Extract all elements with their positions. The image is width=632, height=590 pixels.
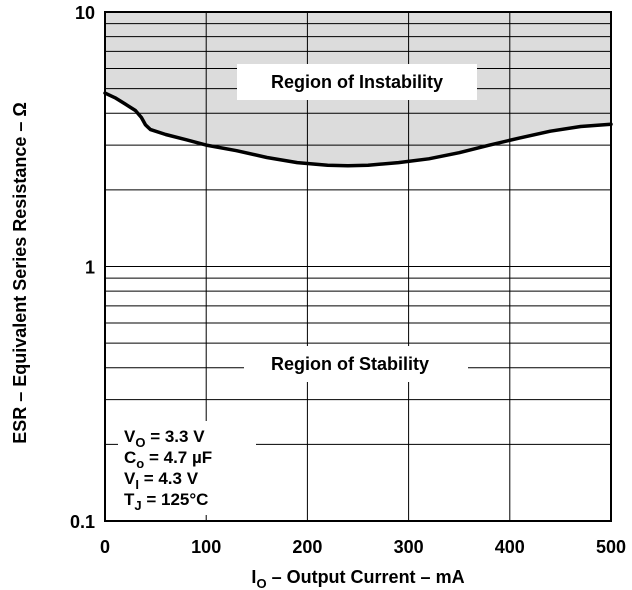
- x-tick-label: 500: [596, 537, 626, 557]
- x-tick-label: 400: [495, 537, 525, 557]
- x-tick-label: 200: [292, 537, 322, 557]
- y-axis-label: ESR – Equivalent Series Resistance – Ω: [10, 102, 30, 444]
- x-tick-label: 100: [191, 537, 221, 557]
- x-tick-label: 0: [100, 537, 110, 557]
- y-tick-label: 1: [85, 258, 95, 278]
- x-axis-label: IO – Output Current – mA: [251, 567, 464, 590]
- x-tick-label: 300: [394, 537, 424, 557]
- instability-label: Region of Instability: [271, 72, 443, 92]
- y-tick-label: 0.1: [70, 512, 95, 532]
- y-tick-label: 10: [75, 3, 95, 23]
- stability-label: Region of Stability: [271, 354, 429, 374]
